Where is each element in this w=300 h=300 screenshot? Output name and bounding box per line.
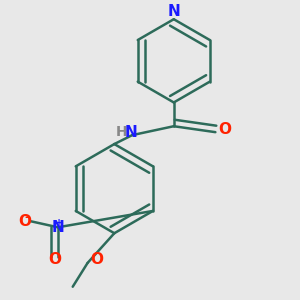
Text: O: O bbox=[90, 253, 103, 268]
Text: N: N bbox=[167, 4, 180, 19]
Text: O: O bbox=[218, 122, 231, 137]
Text: +: + bbox=[55, 218, 63, 228]
Text: N: N bbox=[124, 125, 137, 140]
Text: O: O bbox=[19, 214, 32, 229]
Text: -: - bbox=[24, 211, 29, 224]
Text: O: O bbox=[48, 253, 62, 268]
Text: H: H bbox=[116, 125, 128, 139]
Text: N: N bbox=[52, 220, 64, 235]
